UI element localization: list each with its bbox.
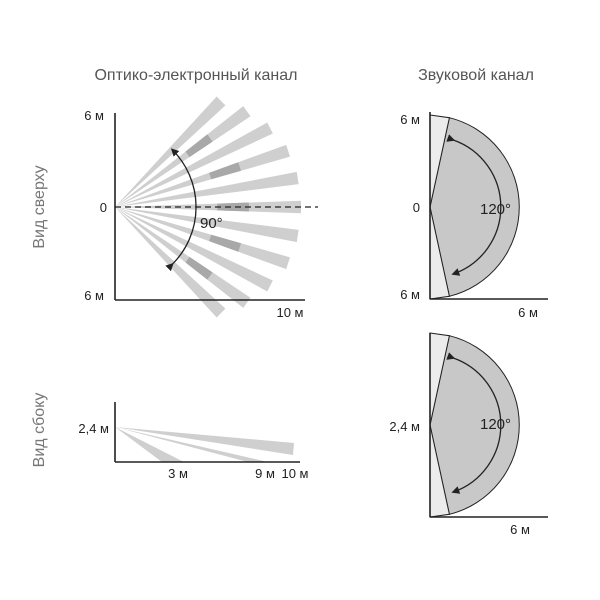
optical-beam-segment (185, 256, 213, 280)
sound-channel-title: Звуковой канал (418, 67, 534, 84)
x-end-label: 6 м (518, 305, 538, 320)
sound-side-view-panel: 120° 2,4 м 6 м (389, 332, 548, 537)
height-label: 2,4 м (78, 421, 109, 436)
optical-beam (115, 207, 273, 292)
y-zero-label: 0 (413, 200, 420, 215)
optical-beam-segment (217, 202, 249, 212)
optical-beam (115, 106, 251, 207)
optical-beam (115, 171, 299, 207)
sound-top-view-panel: 120° 6 м 0 6 м 6 м (400, 112, 548, 320)
y-bottom-label: 6 м (84, 288, 104, 303)
optical-beam (115, 207, 299, 243)
x-3m-label: 3 м (168, 466, 188, 481)
y-top-label: 6 м (84, 108, 104, 123)
x-end-label: 6 м (510, 522, 530, 537)
y-bottom-label: 6 м (400, 287, 420, 302)
angle-arc-arrow (165, 148, 197, 272)
x-9m-label: 9 м (255, 466, 275, 481)
optical-channel-title: Оптико-электронный канал (94, 67, 297, 84)
beam-to-9m (115, 427, 268, 462)
optical-top-view-panel: 90° 6 м 0 6 м 10 м (84, 96, 318, 320)
optical-beam (115, 122, 273, 207)
side-view-label: Вид сбоку (31, 393, 48, 468)
optical-beam-segment (209, 234, 242, 252)
angle-arc-arrow (446, 352, 502, 494)
beam-to-10m (115, 427, 294, 455)
optical-beam-segment (185, 134, 213, 158)
optical-beam-segment (209, 162, 242, 180)
optical-beam (115, 144, 291, 207)
angle-label: 120° (480, 416, 511, 433)
top-view-label: Вид сверху (31, 165, 48, 248)
angle-arc-arrow (446, 134, 502, 276)
y-zero-label: 0 (100, 200, 107, 215)
x-10m-label: 10 м (281, 466, 308, 481)
angle-label: 90° (200, 215, 223, 232)
height-label: 2,4 м (389, 419, 420, 434)
y-top-label: 6 м (400, 112, 420, 127)
optical-beam-fan (115, 96, 301, 318)
optical-side-view-panel: 2,4 м 3 м 9 м 10 м (78, 402, 309, 481)
optical-beam (115, 207, 251, 308)
optical-beam (115, 207, 291, 270)
angle-label: 120° (480, 201, 511, 218)
beam-to-3m (115, 427, 184, 462)
x-end-label: 10 м (276, 305, 303, 320)
